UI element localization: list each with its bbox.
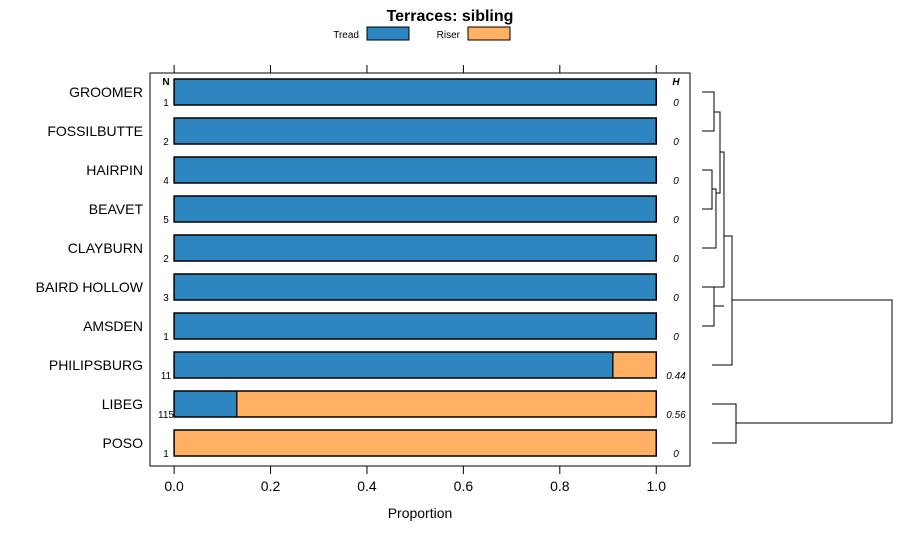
n-value-label: 1 — [163, 98, 169, 109]
category-label: GROOMER — [69, 84, 143, 100]
bar-row: PHILIPSBURG 11 0.44 — [49, 351, 686, 382]
x-tick-label: 1.0 — [647, 478, 667, 494]
n-value-label: 1 — [163, 332, 169, 343]
category-label: HAIRPIN — [86, 162, 143, 178]
legend-label-tread: Tread — [333, 30, 359, 41]
x-axis-title: Proportion — [388, 505, 453, 521]
category-label: FOSSILBUTTE — [47, 123, 143, 139]
category-label: CLAYBURN — [68, 240, 143, 256]
bar-segment-tread — [174, 313, 657, 339]
category-label: LIBEG — [102, 396, 143, 412]
h-column-header: H — [672, 77, 680, 88]
dendrogram — [702, 91, 893, 444]
bar-row: GROOMER 1 0 — [69, 78, 679, 109]
h-value-label: 0 — [673, 137, 679, 148]
n-value-label: 115 — [158, 410, 174, 421]
h-value-label: 0 — [673, 215, 679, 226]
bar-row: BAIRD HOLLOW 3 0 — [36, 273, 679, 304]
category-label: BEAVET — [89, 201, 144, 217]
dendrogram-branch — [714, 151, 725, 288]
bar-segment-tread — [174, 391, 237, 417]
n-value-label: 1 — [163, 449, 169, 460]
h-value-label: 0 — [673, 254, 679, 265]
legend-swatch-riser — [467, 26, 511, 41]
category-label: AMSDEN — [83, 318, 143, 334]
bar-outline — [173, 429, 657, 457]
legend: Tread Riser — [333, 26, 511, 41]
category-label: POSO — [103, 435, 144, 451]
dendrogram-branch — [702, 286, 715, 327]
bar-segment-tread — [174, 79, 657, 105]
h-value-label: 0 — [673, 98, 679, 109]
bar-row: POSO 1 0 — [103, 429, 679, 460]
bar-row: HAIRPIN 4 0 — [86, 156, 679, 187]
bar-segment-tread — [174, 352, 613, 378]
bar-outline — [173, 117, 657, 145]
bar-segment-riser — [174, 430, 657, 456]
dendrogram-branch — [712, 235, 733, 366]
bar-row: FOSSILBUTTE 2 0 — [47, 117, 679, 148]
n-column-header: N — [162, 77, 169, 88]
plot-panel — [149, 72, 691, 467]
bar-row: AMSDEN 1 0 — [83, 312, 679, 343]
x-tick-label: 0.0 — [164, 478, 184, 494]
dendrogram-branch — [702, 188, 717, 249]
bar-outline — [173, 195, 657, 223]
h-value-label: 0.56 — [666, 410, 686, 421]
bar-row: CLAYBURN 2 0 — [68, 234, 679, 265]
dendrogram-branch — [702, 91, 715, 132]
dendrogram-branch — [732, 299, 893, 424]
dendrogram-branch — [702, 169, 713, 210]
bar-outline — [173, 234, 657, 262]
category-label: PHILIPSBURG — [49, 357, 143, 373]
chart-title: Terraces: sibling — [387, 8, 514, 25]
top-axis-ticks — [173, 65, 657, 73]
bar-segment-tread — [174, 274, 657, 300]
bar-row: BEAVET 5 0 — [89, 195, 679, 226]
bar-outline — [173, 390, 657, 418]
bar-segment-riser — [612, 352, 657, 378]
legend-label-riser: Riser — [437, 30, 461, 41]
n-value-label: 2 — [163, 254, 169, 265]
bar-outline — [173, 78, 657, 106]
bar-segment-tread — [174, 235, 657, 261]
bar-outline — [173, 351, 657, 379]
bar-segment-riser — [236, 391, 657, 417]
x-tick-label: 0.4 — [357, 478, 377, 494]
dendrogram-branch — [712, 403, 737, 444]
h-value-label: 0 — [673, 449, 679, 460]
legend-swatch-tread — [366, 26, 410, 41]
bar-segment-tread — [174, 157, 657, 183]
x-tick-label: 0.8 — [550, 478, 570, 494]
x-tick-label: 0.6 — [454, 478, 474, 494]
bar-outline — [173, 312, 657, 340]
h-value-label: 0 — [673, 293, 679, 304]
n-value-label: 11 — [161, 371, 172, 382]
category-label: BAIRD HOLLOW — [36, 279, 144, 295]
n-value-label: 2 — [163, 137, 169, 148]
n-value-label: 5 — [163, 215, 169, 226]
bar-segment-tread — [174, 118, 657, 144]
bar-segment-tread — [174, 196, 657, 222]
n-value-label: 4 — [163, 176, 169, 187]
h-value-label: 0.44 — [666, 371, 686, 382]
bar-outline — [173, 156, 657, 184]
x-tick-label: 0.2 — [261, 478, 281, 494]
bar-row: LIBEG 115 0.56 — [102, 390, 686, 421]
n-value-label: 3 — [163, 293, 169, 304]
h-value-label: 0 — [673, 176, 679, 187]
bottom-axis: 0.0 0.2 0.4 0.6 0.8 1.0 — [164, 466, 666, 494]
h-value-label: 0 — [673, 332, 679, 343]
bar-outline — [173, 273, 657, 301]
dendrogram-branch — [714, 111, 721, 194]
